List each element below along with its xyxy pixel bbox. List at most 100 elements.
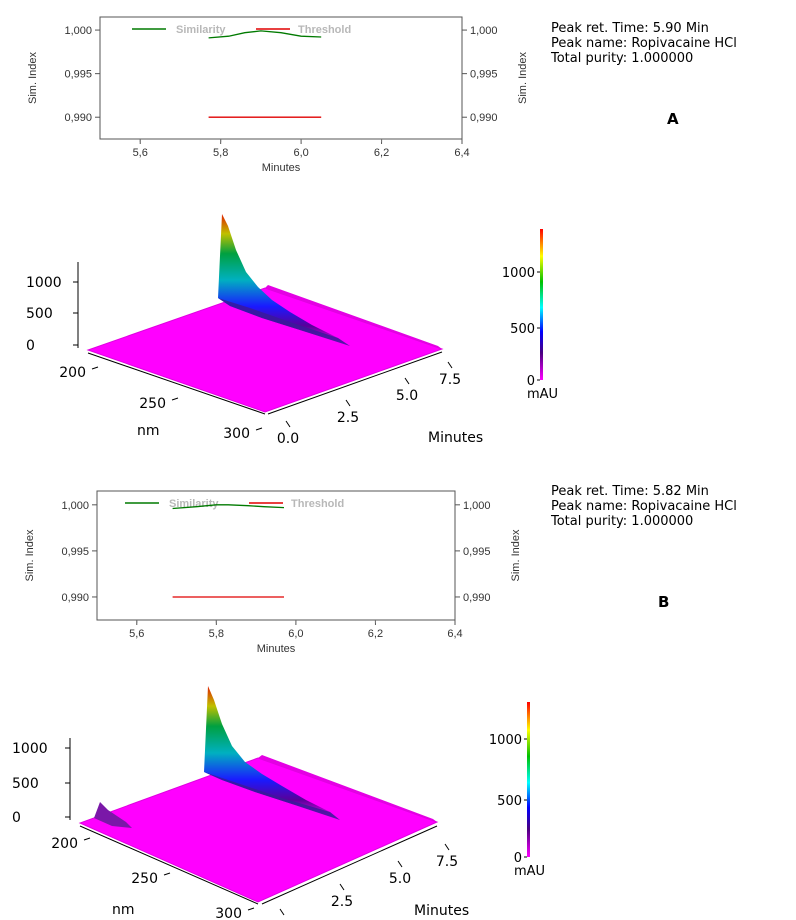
z-tick-label: 1000: [26, 275, 62, 291]
legend-label-similarity: Similarity: [176, 24, 226, 36]
y2-tick-label: 0,990: [470, 112, 498, 124]
x-tick-label: 5,6: [133, 147, 148, 159]
surface-plot: 05001000200250300nm0.02.55.07.5Minutes05…: [12, 686, 545, 920]
legend-label-threshold: Threshold: [291, 498, 344, 510]
peak-info-a: Peak ret. Time: 5.90 Min Peak name: Ropi…: [551, 21, 737, 66]
nm-tick: [255, 427, 263, 431]
peak-ret-time: Peak ret. Time: 5.90 Min: [551, 21, 709, 36]
legend-label-similarity: Similarity: [169, 498, 219, 510]
z-tick-label: 500: [26, 306, 53, 322]
nm-tick-label: 200: [51, 836, 78, 852]
y-tick-label: 1,000: [64, 25, 92, 37]
colorbar-tick-label: 500: [497, 794, 522, 809]
legend-label-threshold: Threshold: [298, 24, 351, 36]
colorbar-tick-label: 0: [514, 851, 522, 866]
nm-axis-label: nm: [137, 423, 160, 439]
panel-a: 5,6 5,8 6,0 6,2 6,4 1,000 1,000 0,995 0,995 0,990…: [26, 16, 737, 447]
main-peak-shadow: [204, 772, 340, 820]
nm-tick-label: 250: [139, 396, 166, 412]
nm-tick: [83, 837, 91, 841]
minutes-tick: [447, 361, 453, 369]
colorbar-tick-label: 1000: [502, 266, 535, 281]
panel-letter: B: [658, 593, 670, 611]
x-axis-label: Minutes: [262, 162, 301, 174]
x-tick-label: 6,0: [288, 628, 303, 640]
minutes-tick-label: 5.0: [396, 388, 418, 404]
colorbar-tick-label: 500: [510, 322, 535, 337]
z-tick-label: 1000: [12, 741, 48, 757]
minor-peak: [94, 802, 132, 828]
minutes-tick: [339, 883, 345, 891]
y-axis-label: Sim. Index: [24, 529, 36, 581]
peak-name: Peak name: Ropivacaine HCl: [551, 499, 737, 514]
minutes-axis-label: Minutes: [428, 430, 483, 446]
peak-ret-time: Peak ret. Time: 5.82 Min: [551, 484, 709, 499]
panel-b: 5,6 5,8 6,0 6,2 6,4 1,000 1,000 0,995 0,995 0,990…: [0, 460, 796, 920]
y2-tick-label: 0,995: [470, 69, 498, 81]
z-tick-label: 0: [12, 810, 21, 826]
y-tick-label: 0,995: [61, 546, 89, 558]
z-tick-label: 500: [12, 776, 39, 792]
nm-tick: [171, 397, 179, 401]
nm-axis: [87, 352, 266, 415]
peak-info-b: Peak ret. Time: 5.82 Min Peak name: Ropi…: [551, 484, 737, 529]
z-tick-label: 0: [26, 338, 35, 354]
colorbar-tick-label: 0: [527, 374, 535, 389]
panel-b-graphics: 5,6 5,8 6,0 6,2 6,4 1,000 1,000 0,995 0,995 0,990…: [12, 490, 545, 920]
minutes-tick: [279, 908, 285, 916]
panel-a-graphics: 5,6 5,8 6,0 6,2 6,4 1,000 1,000 0,995 0,995 0,990…: [26, 16, 558, 447]
series-line-similarity: [172, 504, 285, 510]
minutes-tick-label: 5.0: [389, 871, 411, 887]
surface-back-edge: [265, 285, 442, 349]
x-tick-label: 6,2: [374, 147, 389, 159]
minutes-tick: [404, 377, 410, 385]
y2-tick-label: 0,990: [463, 592, 491, 604]
minutes-axis-label: Minutes: [414, 903, 469, 919]
x-tick-label: 5,6: [129, 628, 144, 640]
panel-letter: A: [667, 110, 679, 128]
y-tick-label: 1,000: [61, 500, 89, 512]
series-line-similarity: [208, 30, 322, 39]
x-tick-label: 5,8: [209, 628, 224, 640]
plot-frame: [99, 16, 463, 140]
nm-tick-label: 250: [131, 871, 158, 887]
minutes-tick-label: 0.0: [277, 431, 299, 447]
y-axis-label: Sim. Index: [27, 52, 39, 104]
y-tick-label: 0,995: [64, 69, 92, 81]
minutes-tick-label: 7.5: [436, 854, 458, 870]
minutes-tick: [397, 860, 403, 868]
x-tick-label: 6,4: [447, 628, 462, 640]
nm-tick-label: 300: [223, 426, 250, 442]
minutes-tick-label: 2.5: [331, 894, 353, 910]
minutes-tick: [345, 399, 351, 407]
y2-axis-label: Sim. Index: [517, 52, 529, 104]
peak-name: Peak name: Ropivacaine HCl: [551, 36, 737, 51]
minutes-tick-label: 2.5: [337, 410, 359, 426]
colorbar: [527, 702, 530, 857]
minutes-tick-label: 7.5: [439, 372, 461, 388]
main-peak: [204, 686, 340, 820]
similarity-plot: 5,6 5,8 6,0 6,2 6,4 1,000 1,000 0,995 0,995 0,990…: [27, 16, 529, 174]
x-axis-label: Minutes: [257, 643, 296, 655]
y2-tick-label: 0,995: [463, 546, 491, 558]
minutes-tick: [285, 420, 291, 428]
nm-tick: [91, 366, 99, 370]
y2-tick-label: 1,000: [470, 25, 498, 37]
y2-tick-label: 1,000: [463, 500, 491, 512]
total-purity: Total purity: 1.000000: [551, 51, 694, 66]
y2-axis-label: Sim. Index: [510, 529, 522, 581]
similarity-plot: 5,6 5,8 6,0 6,2 6,4 1,000 1,000 0,995 0,995 0,990…: [24, 490, 522, 655]
surface-back-edge: [258, 755, 437, 822]
colorbar: [540, 229, 543, 380]
plot-frame: [96, 490, 456, 621]
total-purity: Total purity: 1.000000: [551, 514, 694, 529]
nm-axis: [79, 825, 259, 905]
colorbar-unit: mAU: [514, 864, 545, 879]
minutes-axis: [267, 351, 443, 415]
x-tick-label: 6,4: [454, 147, 469, 159]
minutes-axis: [261, 825, 438, 905]
colorbar-unit: mAU: [527, 387, 558, 402]
nm-tick: [163, 872, 171, 876]
nm-tick: [247, 907, 255, 911]
